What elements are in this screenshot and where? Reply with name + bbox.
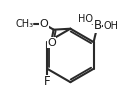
Text: HO: HO (78, 14, 93, 24)
Text: CH₃: CH₃ (15, 19, 33, 29)
Text: O: O (47, 38, 56, 48)
Text: OH: OH (103, 21, 118, 31)
Text: F: F (44, 75, 51, 88)
Text: O: O (39, 19, 48, 29)
Text: B: B (93, 19, 102, 32)
